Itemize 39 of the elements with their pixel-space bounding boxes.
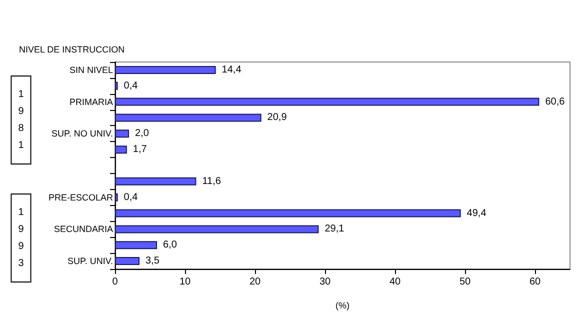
x-axis-title: (%) — [336, 300, 350, 310]
data-label: 0,4 — [124, 192, 138, 203]
bar — [115, 130, 129, 138]
data-label: 14,4 — [222, 64, 242, 76]
data-label: 3,5 — [146, 256, 160, 267]
bar — [115, 114, 262, 122]
x-tick-label: 60 — [529, 276, 541, 288]
y-tick-label: PRIMARIA — [69, 96, 113, 107]
text: 1981 — [18, 89, 24, 151]
x-tick-label: 0 — [112, 276, 118, 288]
y-tick-label: PRE-ESCOLAR — [48, 192, 114, 202]
bar — [115, 241, 157, 250]
data-label: 11,6 — [202, 176, 222, 187]
bar — [115, 257, 140, 266]
y-tick-label: SUP. UNIV. — [67, 256, 113, 266]
x-tick-label: 10 — [179, 276, 191, 288]
data-label: 2,0 — [135, 128, 150, 140]
chart-title: NIVEL DE INSTRUCCION — [19, 44, 125, 54]
y-tick-label: SIN NIVEL — [69, 64, 113, 75]
text: 1993 — [18, 207, 24, 269]
y-tick-label: SECUNDARIA — [54, 224, 113, 234]
x-tick-label: 50 — [459, 276, 471, 288]
data-label: 20,9 — [267, 112, 288, 124]
data-label: 60,6 — [545, 96, 566, 108]
bar — [115, 177, 196, 186]
bar — [115, 66, 216, 74]
data-label: 6,0 — [163, 240, 178, 251]
x-tick-label: 30 — [319, 276, 331, 288]
data-label: 29,1 — [324, 224, 345, 235]
x-tick-label: 40 — [389, 276, 401, 288]
bar — [115, 209, 461, 218]
y-tick-label: SUP. NO UNIV. — [51, 128, 113, 139]
bar — [115, 225, 319, 234]
data-label: 1,7 — [132, 144, 148, 156]
x-tick-label: 20 — [249, 276, 261, 288]
data-label: 49,4 — [466, 208, 487, 219]
bar — [115, 98, 540, 106]
bar — [115, 146, 127, 154]
data-label: 0,4 — [124, 80, 138, 92]
